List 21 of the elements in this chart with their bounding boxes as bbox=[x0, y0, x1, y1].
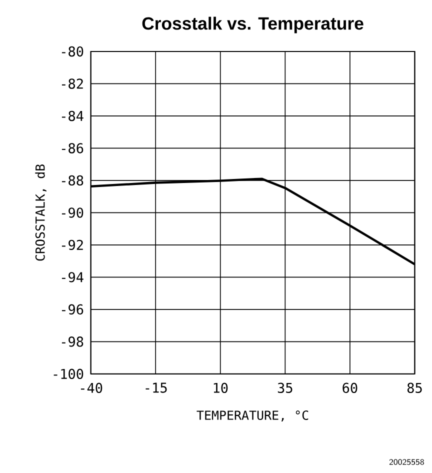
chart-title: Crosstalk vs. Temperature bbox=[142, 16, 364, 34]
y-tick-label: -96 bbox=[62, 304, 84, 315]
y-tick-label: -86 bbox=[62, 143, 84, 154]
x-tick-label: 60 bbox=[342, 382, 358, 393]
x-tick-label: 85 bbox=[408, 382, 422, 393]
y-tick-label: -92 bbox=[62, 240, 83, 250]
x-tick-label: 35 bbox=[278, 382, 292, 393]
y-tick-label: -98 bbox=[62, 336, 84, 347]
x-tick-label: -40 bbox=[81, 382, 102, 393]
y-tick-label: -100 bbox=[54, 368, 84, 380]
y-tick-label: -84 bbox=[62, 110, 84, 122]
x-tick-label: -15 bbox=[146, 382, 167, 393]
y-tick-label: -88 bbox=[62, 175, 84, 186]
y-tick-label: -80 bbox=[62, 46, 84, 57]
text: 20025558 bbox=[389, 459, 424, 465]
x-tick-label: 10 bbox=[214, 382, 228, 393]
x-axis-title: TEMPERATURE, °C bbox=[196, 410, 308, 422]
y-tick-label: -94 bbox=[62, 272, 84, 282]
y-axis-title: CROSSTALK, dB bbox=[35, 164, 46, 261]
y-tick-label: -90 bbox=[62, 208, 84, 218]
y-tick-label: -82 bbox=[62, 78, 83, 89]
